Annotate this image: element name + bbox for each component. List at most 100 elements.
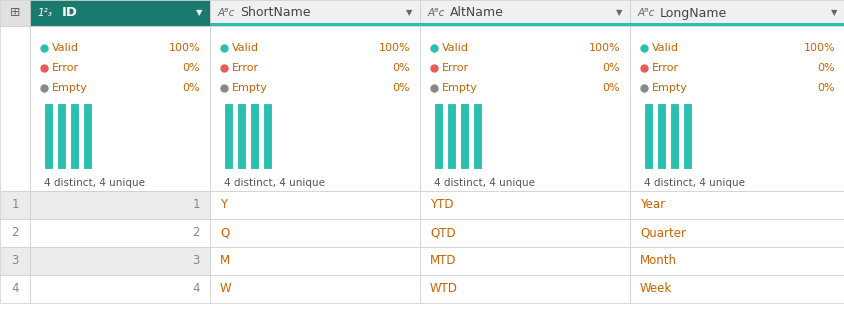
Text: QTD: QTD — [430, 227, 455, 240]
Text: WTD: WTD — [430, 282, 457, 295]
Bar — [30, 191, 210, 219]
Bar — [419, 0, 630, 26]
Bar — [262, 103, 272, 169]
Text: 1: 1 — [11, 198, 19, 212]
Bar — [57, 103, 66, 169]
Text: 1: 1 — [192, 198, 200, 212]
Bar — [657, 103, 665, 169]
Bar — [83, 103, 92, 169]
Bar — [0, 0, 30, 26]
Text: 4: 4 — [11, 282, 19, 295]
Text: Year: Year — [639, 198, 664, 212]
Bar — [682, 103, 691, 169]
Text: 4 distinct, 4 unique: 4 distinct, 4 unique — [434, 178, 534, 188]
Bar — [419, 275, 630, 303]
Bar — [30, 0, 210, 26]
Text: 3: 3 — [11, 255, 19, 267]
Bar — [236, 103, 246, 169]
Bar — [210, 0, 419, 26]
Bar — [419, 219, 630, 247]
Text: 0%: 0% — [602, 63, 619, 73]
Text: 4: 4 — [192, 282, 200, 295]
Text: 3: 3 — [192, 255, 200, 267]
Text: LongName: LongName — [659, 7, 727, 19]
Text: Week: Week — [639, 282, 672, 295]
Text: Error: Error — [652, 63, 679, 73]
Bar — [210, 247, 419, 275]
Text: Error: Error — [441, 63, 468, 73]
Text: W: W — [219, 282, 231, 295]
Bar — [0, 26, 30, 191]
Text: 0%: 0% — [816, 63, 834, 73]
Bar — [630, 191, 844, 219]
Text: ⊞: ⊞ — [10, 7, 20, 19]
Bar — [434, 103, 442, 169]
Bar — [210, 26, 419, 191]
Text: ▼: ▼ — [195, 8, 202, 17]
Text: 0%: 0% — [182, 63, 200, 73]
Bar — [44, 103, 53, 169]
Text: Empty: Empty — [441, 83, 478, 93]
Bar — [473, 103, 481, 169]
Text: 1²₃: 1²₃ — [38, 8, 53, 18]
Text: 100%: 100% — [168, 43, 200, 53]
Text: MTD: MTD — [430, 255, 456, 267]
Bar — [30, 275, 210, 303]
Text: Empty: Empty — [232, 83, 268, 93]
Bar — [30, 219, 210, 247]
Bar — [210, 275, 419, 303]
Text: ▼: ▼ — [830, 8, 836, 17]
Text: 0%: 0% — [182, 83, 200, 93]
Text: 0%: 0% — [816, 83, 834, 93]
Text: Empty: Empty — [652, 83, 687, 93]
Bar — [669, 103, 679, 169]
Bar — [630, 23, 844, 26]
Bar — [419, 23, 630, 26]
Text: 4 distinct, 4 unique: 4 distinct, 4 unique — [643, 178, 744, 188]
Text: Valid: Valid — [52, 43, 78, 53]
Bar — [210, 219, 419, 247]
Text: AltName: AltName — [450, 7, 503, 19]
Bar — [459, 103, 468, 169]
Bar — [224, 103, 233, 169]
Bar — [30, 26, 210, 191]
Text: Aᴮc: Aᴮc — [428, 8, 445, 18]
Text: Month: Month — [639, 255, 676, 267]
Text: Valid: Valid — [652, 43, 679, 53]
Bar — [630, 247, 844, 275]
Bar — [630, 275, 844, 303]
Text: 2: 2 — [192, 227, 200, 240]
Bar — [0, 191, 30, 219]
Text: Error: Error — [232, 63, 259, 73]
Bar — [210, 23, 419, 26]
Bar — [419, 191, 630, 219]
Bar — [630, 26, 844, 191]
Text: YTD: YTD — [430, 198, 453, 212]
Text: Y: Y — [219, 198, 227, 212]
Text: 0%: 0% — [392, 63, 409, 73]
Text: 4 distinct, 4 unique: 4 distinct, 4 unique — [44, 178, 145, 188]
Text: ShortName: ShortName — [240, 7, 310, 19]
Text: 100%: 100% — [587, 43, 619, 53]
Text: Aᴮc: Aᴮc — [218, 8, 235, 18]
Bar — [70, 103, 78, 169]
Bar — [250, 103, 259, 169]
Text: Q: Q — [219, 227, 229, 240]
Text: Aᴮc: Aᴮc — [637, 8, 655, 18]
Text: Quarter: Quarter — [639, 227, 685, 240]
Text: 0%: 0% — [392, 83, 409, 93]
Text: 0%: 0% — [602, 83, 619, 93]
Bar — [446, 103, 456, 169]
Text: 4 distinct, 4 unique: 4 distinct, 4 unique — [224, 178, 325, 188]
Bar — [0, 275, 30, 303]
Text: Valid: Valid — [441, 43, 468, 53]
Bar — [419, 247, 630, 275]
Bar — [0, 219, 30, 247]
Bar — [643, 103, 652, 169]
Bar — [630, 0, 844, 26]
Bar — [30, 247, 210, 275]
Text: 100%: 100% — [803, 43, 834, 53]
Text: 100%: 100% — [378, 43, 409, 53]
Text: ID: ID — [62, 7, 78, 19]
Text: Valid: Valid — [232, 43, 259, 53]
